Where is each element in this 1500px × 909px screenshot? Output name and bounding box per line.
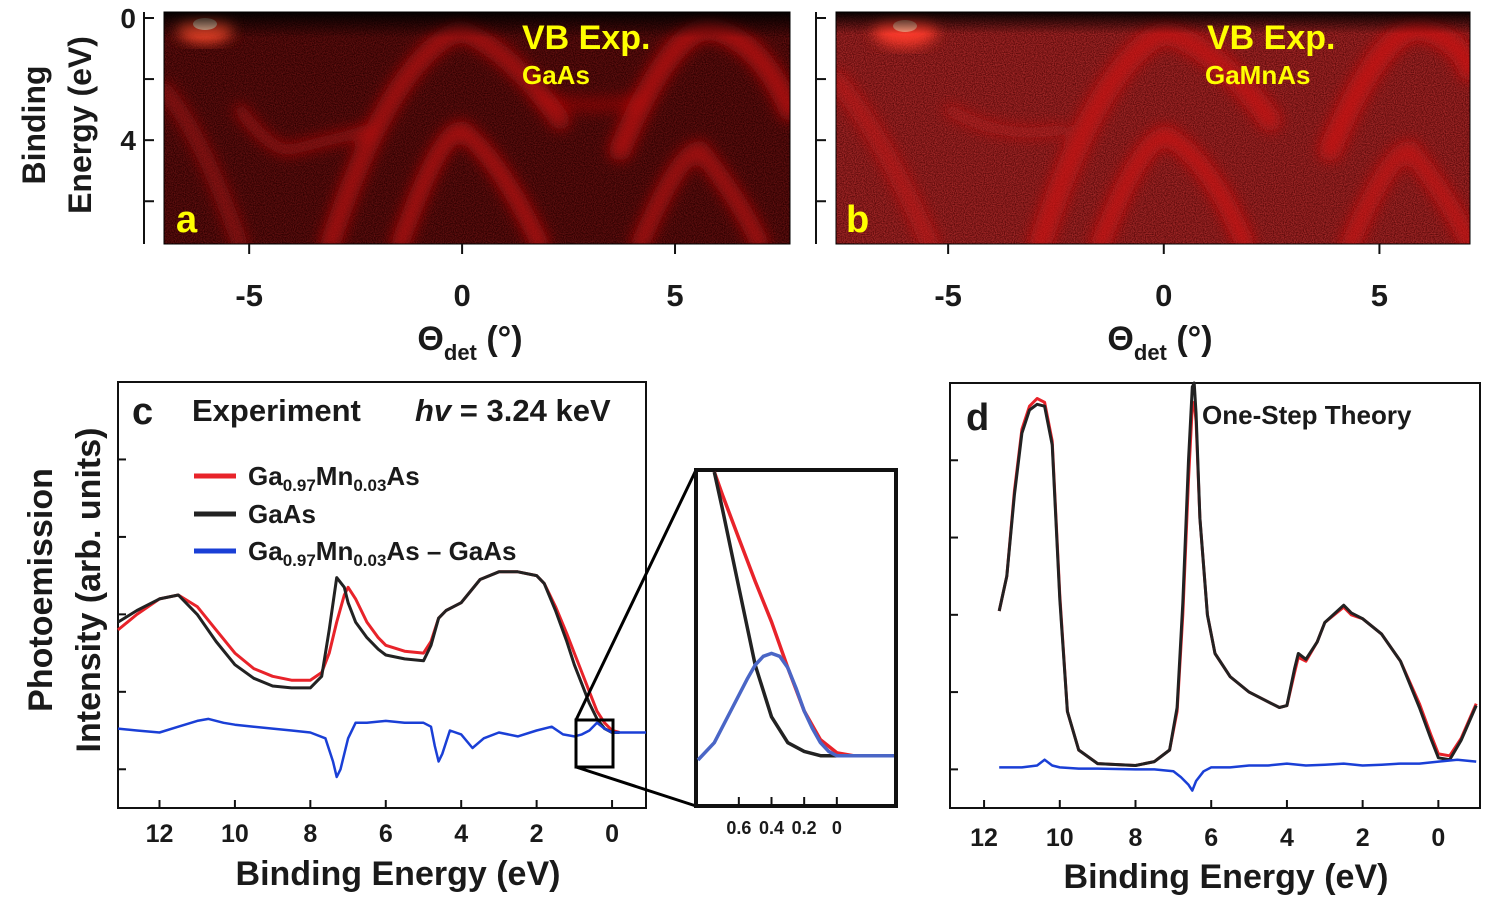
panel-d-frame — [949, 382, 1481, 809]
panel-c-ylabel-line1: Photoemission — [22, 468, 60, 712]
inset-xtick-label: 0.4 — [759, 818, 784, 838]
panel-c-energy-symbol: hv — [415, 393, 453, 428]
panel-b-xtick-label: -5 — [934, 278, 962, 313]
panel-a: VB Exp. GaAs a -5 0 5 0 4 Binding Energy (eV… — [16, 3, 791, 365]
panel-b-xlabel: Θdet (°) — [1107, 320, 1212, 365]
panel-c-legend: Ga0.97Mn0.03As GaAs Ga0.97Mn0.03As – GaA… — [194, 461, 517, 570]
panel-b-title: VB Exp. — [1207, 19, 1335, 57]
panel-a-letter: a — [176, 199, 198, 241]
panel-c-series-blue — [117, 717, 646, 779]
zoom-connector-top — [574, 469, 698, 721]
panel-c-xtick-label: 8 — [303, 820, 317, 848]
zoom-box — [574, 718, 615, 769]
panel-d-xtick-label: 10 — [1046, 824, 1074, 852]
zoom-connector-bottom — [575, 765, 697, 808]
panel-b-xlabel-sub: det — [1134, 340, 1168, 365]
panel-d-letter: d — [966, 397, 989, 439]
panel-b-bands — [836, 12, 1470, 244]
panel-b: VB Exp. GaMnAs b -5 0 5 Θdet (°) — [815, 11, 1471, 365]
inset-frame — [694, 468, 898, 808]
panel-a-frame — [163, 11, 791, 245]
panel-c-letter: c — [132, 391, 153, 433]
panel-b-letter: b — [846, 199, 869, 241]
panel-c-lines — [117, 570, 646, 779]
panel-a-xtick-label: 0 — [453, 278, 470, 313]
panel-c-xtick-label: 4 — [454, 820, 468, 848]
panel-c-title: Experiment — [192, 393, 361, 428]
panel-b-xtick-label: 0 — [1155, 278, 1172, 313]
panel-c-energy-label: hv = 3.24 keV — [415, 393, 611, 428]
panel-d-title: One-Step Theory — [1202, 400, 1412, 430]
inset-xtick-label: 0 — [832, 818, 842, 838]
panel-b-xlabel-main: Θ — [1107, 320, 1133, 358]
panel-c-axes: 12 10 8 6 4 2 0 — [118, 458, 619, 848]
legend-label-difference: Ga0.97Mn0.03As – GaAs — [248, 536, 517, 570]
panel-c-series-black — [117, 570, 620, 734]
inset-axes: 0.6 0.4 0.2 0 — [726, 797, 842, 838]
panel-c-ylabel-line2: Intensity (arb. units) — [70, 428, 108, 753]
panel-a-xtick-label: -5 — [235, 278, 263, 313]
panel-a-title: VB Exp. — [522, 19, 650, 57]
panel-c-xtick-label: 10 — [221, 820, 249, 848]
panel-a-xtick-label: 5 — [666, 278, 683, 313]
panel-c-energy-value: = 3.24 keV — [451, 393, 611, 428]
inset-series-blue — [696, 651, 894, 762]
panel-c-xlabel: Binding Energy (eV) — [236, 855, 561, 893]
inset-xtick-label: 0.6 — [726, 818, 751, 838]
panel-d-lines — [997, 381, 1478, 792]
panel-a-ylabel-line1: Binding — [16, 65, 52, 184]
panel-d-xtick-label: 8 — [1129, 824, 1143, 852]
panel-a-xlabel: Θdet (°) — [417, 320, 522, 365]
panel-b-xtick-label: 5 — [1371, 278, 1388, 313]
panel-c-xtick-label: 2 — [530, 820, 544, 848]
legend-label-gaas: GaAs — [248, 499, 316, 529]
panel-a-xlabel-main: Θ — [417, 320, 443, 358]
panel-b-xlabel-unit: (°) — [1167, 320, 1213, 358]
panel-d-xtick-label: 0 — [1431, 824, 1445, 852]
panel-c-xtick-label: 6 — [379, 820, 393, 848]
panel-a-bands — [164, 12, 790, 244]
panel-a-xlabel-sub: det — [444, 340, 478, 365]
panel-c-inset: 0.6 0.4 0.2 0 — [694, 468, 898, 838]
panel-b-axes: -5 0 5 — [815, 12, 1388, 313]
panel-c: 12 10 8 6 4 2 0 c Experiment hv = 3.24 keV Ga0… — [22, 381, 698, 893]
panel-a-ylabel-line2: Energy (eV) — [62, 36, 98, 214]
inset-xtick-label: 0.2 — [792, 818, 817, 838]
panel-a-ytick-label: 4 — [120, 125, 136, 156]
panel-d-series-black — [997, 381, 1478, 767]
panel-d-series-blue — [999, 758, 1477, 792]
panel-a-axes: -5 0 5 0 4 — [120, 3, 683, 313]
panel-c-xtick-label: 0 — [605, 820, 619, 848]
panel-c-series-red — [117, 570, 620, 734]
panel-d-xtick-label: 12 — [970, 824, 998, 852]
panel-d-xtick-label: 2 — [1356, 824, 1370, 852]
inset-lines — [696, 471, 894, 762]
panel-a-ytick-label: 0 — [120, 3, 136, 34]
panel-c-xtick-label: 12 — [146, 820, 174, 848]
panel-d: 12 10 8 6 4 2 0 d One-Step Theory Binding Ener… — [949, 381, 1481, 896]
legend-label-gamnas: Ga0.97Mn0.03As — [248, 461, 420, 495]
panel-b-frame — [835, 11, 1471, 245]
panel-d-axes: 12 10 8 6 4 2 0 — [950, 459, 1445, 852]
panel-d-xtick-label: 6 — [1204, 824, 1218, 852]
panel-d-xlabel: Binding Energy (eV) — [1064, 858, 1389, 896]
panel-d-xtick-label: 4 — [1280, 824, 1294, 852]
panel-c-frame — [117, 381, 647, 809]
panel-a-xlabel-unit: (°) — [477, 320, 523, 358]
panel-a-subtitle: GaAs — [522, 60, 590, 90]
panel-b-subtitle: GaMnAs — [1205, 60, 1310, 90]
